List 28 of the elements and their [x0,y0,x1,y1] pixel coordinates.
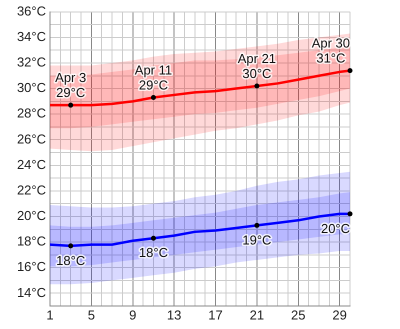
x-tick-label: 9 [129,307,136,322]
x-tick-label: 1 [46,307,54,322]
annotation: Apr 3 29°C [55,70,86,100]
annotation: 20°C [320,220,350,236]
y-tick-label: 30°C [16,80,46,96]
y-tick-label: 24°C [16,156,46,172]
y-tick-label: 20°C [16,208,46,224]
annotation: 18°C [56,252,86,268]
annotation: Apr 21 30°C [238,50,276,81]
annotation: Apr 30 31°C [312,36,350,66]
x-tick-label: 21 [250,307,264,322]
y-tick-label: 32°C [16,54,46,70]
x-tick-label: 5 [88,307,95,322]
y-tick-label: 28°C [16,106,46,121]
y-tick-label: 36°C [16,3,46,18]
y-tick-label: 22°C [16,182,46,198]
annotation: 19°C [242,232,272,248]
annotation: Apr 11 29°C [134,62,172,92]
x-tick-label: 13 [166,307,182,322]
y-tick-label: 14°C [16,284,46,300]
y-tick-label: 34°C [16,28,46,44]
x-tick-label: 25 [291,307,306,322]
annotation: 18°C [138,245,168,260]
x-tick-label: 29 [332,307,347,322]
y-tick-label: 16°C [16,259,46,274]
x-tick-label: 17 [208,307,223,322]
y-tick-label: 26°C [16,131,46,146]
y-tick-label: 18°C [16,234,46,249]
